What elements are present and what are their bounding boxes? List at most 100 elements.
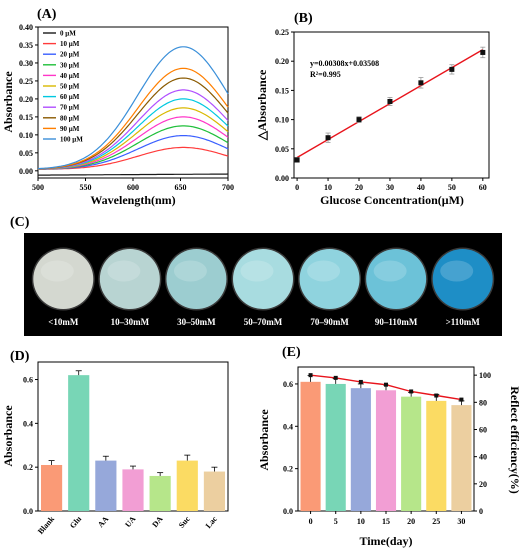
panel-c-well-highlight — [240, 260, 274, 282]
panel-a-legend-entry: 20 μM — [60, 51, 80, 59]
panel-d-x-tick-label: Blank — [36, 514, 56, 536]
panel-b-y-tick-label: 0.00 — [275, 174, 289, 183]
panel-e-right-y-ticks: 0 20 40 60 80 100 — [474, 371, 491, 516]
panel-a-legend-entry: 70 μM — [60, 104, 80, 112]
panel-e-bar — [401, 396, 422, 511]
panel-e-x-ticks: 0 5 10 15 20 25 30 — [309, 511, 465, 526]
panel-b-r2: R²=0.995 — [310, 70, 341, 79]
panel-d-x-tick-label: Glu — [68, 514, 84, 530]
panel-d-y-ticks: 0.0 0.2 0.4 0.6 — [23, 376, 38, 516]
panel-a-x-tick-label: 500 — [32, 183, 44, 192]
panel-a-curves — [37, 46, 229, 176]
panel-a-legend-entry: 50 μM — [60, 83, 80, 91]
panel-b-data-point — [356, 117, 362, 123]
panel-e-right-y-tick-label: 80 — [479, 398, 487, 407]
panel-b-y-title: △Absorbance — [255, 69, 269, 141]
panel-a-curve — [37, 77, 229, 170]
panel-c-well-label: 30–50mM — [177, 317, 216, 327]
panel-a-x-title: Wavelength(nm) — [90, 193, 175, 207]
panel-e-efficiency-point — [308, 373, 313, 378]
panel-c-well-label: 50–70mM — [244, 317, 283, 327]
panel-a-legend-entry: 100 μM — [60, 136, 83, 144]
panel-e-y-tick-label: 0.2 — [283, 465, 293, 474]
panel-e-y-tick-label: 0.0 — [283, 507, 293, 516]
panel-e-right-y-tick-label: 40 — [479, 453, 487, 462]
panel-a-curve — [38, 67, 229, 170]
panel-e-right-y-tick-label: 0 — [479, 507, 483, 516]
panel-e-efficiency-point — [333, 375, 338, 380]
panel-d-x-tick-label: Suc — [177, 514, 192, 530]
panel-e-y-title: Absorbance — [257, 409, 271, 471]
panel-b-frame — [293, 31, 490, 179]
panel-e-x-tick-label: 25 — [432, 517, 440, 526]
panel-b-points — [294, 46, 486, 163]
panel-a-y-tick-label: 0.40 — [19, 23, 33, 32]
panel-d-y-tick-label: 0.0 — [23, 507, 33, 516]
panel-e-label: (E) — [282, 345, 301, 360]
panel-e-right-y-tick-label: 20 — [479, 480, 487, 489]
panel-b-y-tick-label: 0.25 — [275, 28, 289, 37]
panel-d-x-tick-label: Lac — [204, 514, 219, 530]
panel-a-x-tick-label: 700 — [222, 183, 234, 192]
panel-c-well — [432, 249, 493, 309]
panel-b-x-tick-label: 30 — [386, 183, 394, 192]
panel-a-x-tick-label: 650 — [175, 183, 187, 192]
panel-d-y-title: Absorbance — [1, 405, 15, 467]
panel-c-well-highlight — [440, 260, 474, 282]
panel-c-well — [166, 249, 227, 309]
panel-b-data-point — [449, 66, 455, 72]
panel-b-x-tick-label: 40 — [417, 183, 425, 192]
panel-d-bar — [149, 475, 171, 511]
panel-e-right-y-title: Reflect efficiency(%) — [508, 386, 519, 494]
panel-e-bar — [300, 381, 321, 511]
panel-a-legend-entry: 80 μM — [60, 114, 80, 122]
panel-a-y-tick-label: 0.15 — [19, 113, 33, 122]
panel-e-x-title: Time(day) — [359, 534, 412, 548]
panel-d-y-tick-label: 0.6 — [23, 376, 33, 385]
panel-e-y-tick-label: 0.6 — [283, 380, 293, 389]
panel-d-bars — [40, 370, 226, 511]
panel-b-x-tick-label: 20 — [355, 183, 363, 192]
panel-e-x-tick-label: 30 — [457, 517, 465, 526]
panel-a-legend-entry: 30 μM — [60, 61, 80, 69]
panel-d-x-tick-label: AA — [96, 514, 110, 529]
panel-d-label: (D) — [10, 349, 30, 364]
panel-d-bar — [122, 469, 144, 511]
panel-e-bar — [375, 390, 397, 511]
panel-c-well-highlight — [373, 260, 407, 282]
panel-a-x-tick-label: 600 — [127, 183, 139, 192]
panel-d-x-ticks: Blank Glu AA UA DA Suc Lac — [36, 514, 219, 536]
panel-d-bar — [176, 460, 198, 511]
panel-a-y-title: Absorbance — [1, 71, 15, 133]
panel-b-x-tick-label: 0 — [295, 183, 299, 192]
panel-e-efficiency-point — [384, 382, 388, 387]
panel-a-y-tick-label: 0.30 — [19, 59, 33, 68]
panel-a-legend-entry: 60 μM — [60, 93, 80, 101]
panel-d-bar — [40, 464, 63, 511]
panel-b-x-tick-label: 60 — [479, 183, 487, 192]
panel-a-y-tick-label: 0.35 — [19, 41, 33, 50]
panel-a-y-ticks: 0.00 0.05 0.10 0.15 0.20 0.25 0.30 0.35 0.40 — [19, 23, 38, 176]
panel-b-data-point — [387, 98, 393, 104]
panel-a-x-tick-label: 550 — [80, 183, 92, 192]
panel-c-well-label: 70–90mM — [310, 317, 349, 327]
panel-d-bar — [95, 460, 117, 511]
panel-c-well-highlight — [40, 260, 74, 282]
panel-a-y-tick-label: 0.10 — [19, 131, 33, 140]
panel-c-well — [233, 249, 293, 309]
panel-a-y-tick-label: 0.25 — [19, 77, 33, 86]
panel-d: (D) 0.0 0.2 0.4 0.6 Blank Glu AA UA DA Suc Lac Ab… — [1, 349, 229, 536]
panel-b-label: (B) — [294, 11, 313, 26]
panel-b-data-point — [480, 49, 486, 55]
panel-d-y-tick-label: 0.4 — [23, 419, 33, 428]
panel-c-wells: <10mM 10–30mM 30–50mM 50–70mM 70–90mM 90–110m… — [31, 247, 495, 327]
panel-c-well-highlight — [307, 260, 341, 282]
panel-d-bar — [203, 471, 226, 511]
panel-e-bar — [451, 405, 472, 511]
panel-b-x-tick-label: 50 — [448, 183, 456, 192]
panel-b: (B) 0.00 0.05 0.10 0.15 0.20 0.25 0 10 20 30 40 50… — [255, 11, 490, 207]
panel-a-legend-entry: 40 μM — [60, 72, 80, 80]
panel-c-well-highlight — [173, 260, 207, 282]
panel-a: (A) 0.00 0.05 0.10 0.15 0.20 0.25 0.30 0.35 0.40… — [1, 7, 234, 207]
